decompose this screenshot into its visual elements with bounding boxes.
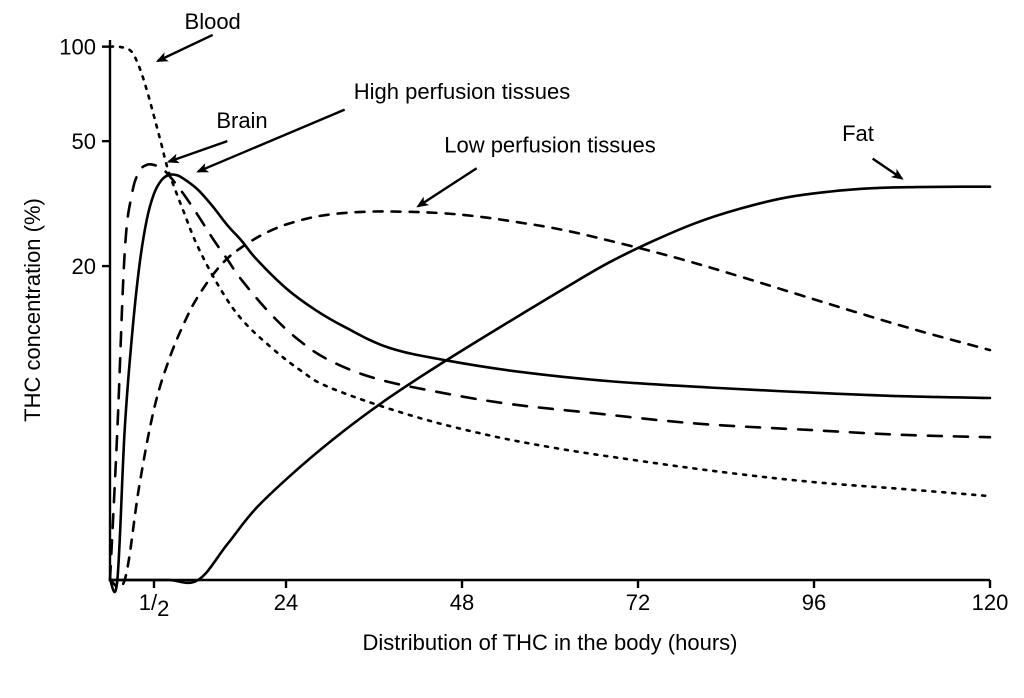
series-high_perfusion — [110, 174, 990, 592]
y-tick-label: 50 — [72, 129, 96, 154]
series-arrow-low_perfusion — [418, 168, 477, 206]
y-axis-title: THC concentration (%) — [20, 198, 45, 422]
series-label-fat: Fat — [842, 121, 874, 146]
series-label-brain: Brain — [216, 108, 267, 133]
y-tick-label: 100 — [59, 35, 96, 60]
x-axis-title: Distribution of THC in the body (hours) — [363, 630, 738, 655]
x-tick-label: 1/2 — [139, 590, 170, 621]
x-tick-label: 72 — [626, 590, 650, 615]
x-tick-label: 48 — [450, 590, 474, 615]
series-arrow-blood — [158, 35, 213, 61]
series-low_perfusion — [110, 211, 990, 587]
x-tick-label: 24 — [274, 590, 298, 615]
series-label-blood: Blood — [185, 9, 241, 34]
series-arrow-brain — [169, 141, 228, 162]
series-label-low_perfusion: Low perfusion tissues — [444, 133, 656, 158]
x-tick-label: 120 — [972, 590, 1009, 615]
x-tick-label: 96 — [802, 590, 826, 615]
y-tick-label: 20 — [72, 254, 96, 279]
series-label-high_perfusion: High perfusion tissues — [354, 79, 570, 104]
thc-distribution-chart: 20 50 100 1/2 24 48 72 96 120 Distribution of THC… — [0, 0, 1024, 698]
series-arrow-fat — [873, 159, 902, 179]
series-brain — [110, 164, 990, 580]
